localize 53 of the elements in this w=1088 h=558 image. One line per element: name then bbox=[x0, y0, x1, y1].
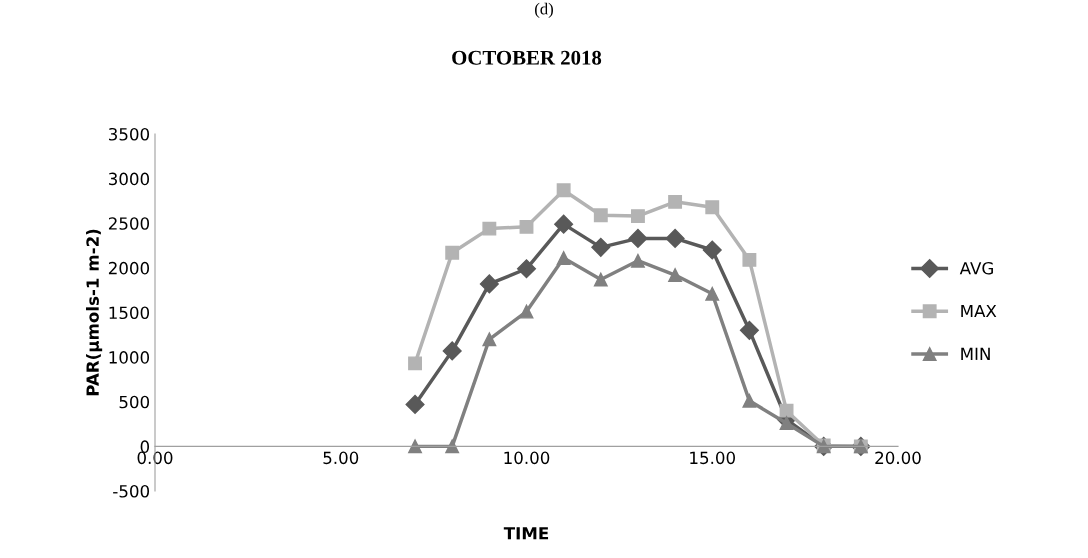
y-tick-label: 3500 bbox=[108, 127, 150, 141]
y-tick-label: 2500 bbox=[108, 217, 150, 230]
point bbox=[705, 200, 720, 215]
point bbox=[482, 332, 497, 347]
x-tick-label: 20.00 bbox=[875, 451, 921, 465]
y-tick-label: 1500 bbox=[109, 306, 150, 320]
point bbox=[519, 304, 534, 319]
y-tick-label: -500 bbox=[113, 484, 150, 498]
legend-label: MIN bbox=[961, 347, 990, 360]
point bbox=[408, 439, 422, 454]
point bbox=[442, 341, 462, 361]
y-tick-label: 3000 bbox=[108, 172, 150, 186]
y-tick-label: 1000 bbox=[109, 351, 150, 364]
point bbox=[482, 221, 497, 236]
point bbox=[779, 403, 794, 418]
point bbox=[556, 251, 571, 266]
point bbox=[593, 208, 608, 223]
point bbox=[445, 245, 460, 260]
point bbox=[556, 183, 571, 198]
point bbox=[702, 240, 722, 260]
point bbox=[593, 272, 608, 287]
point bbox=[742, 252, 757, 267]
point bbox=[519, 219, 534, 234]
chart-title: OCTOBER 2018 bbox=[452, 50, 602, 65]
point bbox=[554, 214, 574, 234]
legend-label: AVG bbox=[959, 261, 993, 275]
legend-label: MAX bbox=[961, 304, 997, 318]
point bbox=[665, 228, 685, 248]
x-tick-label: 15.00 bbox=[690, 451, 735, 465]
point bbox=[631, 209, 645, 224]
point bbox=[516, 259, 537, 279]
y-axis-title: PAR(µmols-1 m-2) bbox=[86, 229, 103, 396]
point bbox=[668, 194, 683, 209]
point bbox=[739, 320, 759, 340]
x-tick-label: 10.00 bbox=[504, 451, 550, 465]
point bbox=[668, 268, 683, 282]
y-tick-label: 2000 bbox=[108, 261, 150, 275]
x-axis-title: TIME bbox=[503, 527, 549, 540]
point bbox=[405, 394, 425, 414]
y-tick-label: 500 bbox=[119, 395, 150, 409]
point bbox=[591, 237, 611, 257]
text: (d) bbox=[535, 2, 553, 18]
point bbox=[742, 393, 757, 408]
y-tick-label: 0 bbox=[140, 440, 150, 453]
point bbox=[779, 416, 794, 431]
point bbox=[628, 228, 648, 248]
x-tick-label: 5.00 bbox=[323, 451, 359, 465]
point bbox=[445, 439, 460, 454]
point bbox=[408, 356, 422, 371]
x-tick-label: 0.00 bbox=[137, 451, 173, 465]
point bbox=[631, 253, 645, 268]
point bbox=[705, 286, 720, 301]
point bbox=[479, 274, 499, 294]
